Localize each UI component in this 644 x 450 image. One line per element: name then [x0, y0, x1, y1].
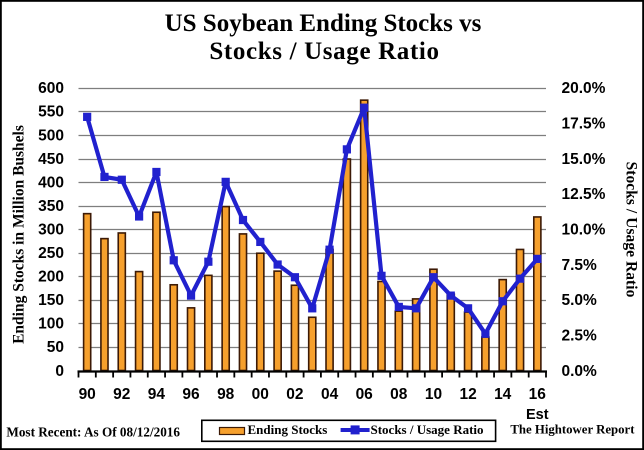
- svg-text:92: 92: [113, 386, 130, 403]
- svg-text:12.5%: 12.5%: [562, 186, 606, 203]
- svg-text:Est: Est: [526, 407, 549, 423]
- svg-text:The Hightower Report: The Hightower Report: [510, 423, 635, 437]
- svg-text:100: 100: [38, 316, 64, 333]
- svg-text:Most Recent: As Of 08/12/2016: Most Recent: As Of 08/12/2016: [6, 425, 180, 440]
- svg-text:350: 350: [38, 198, 64, 215]
- svg-text:550: 550: [38, 104, 64, 121]
- svg-text:US Soybean Ending Stocks vs: US Soybean Ending Stocks vs: [165, 10, 482, 37]
- svg-text:00: 00: [252, 386, 269, 403]
- svg-text:Stocks / Usage Ratio: Stocks / Usage Ratio: [371, 422, 484, 437]
- svg-text:10: 10: [425, 386, 442, 403]
- svg-text:150: 150: [38, 292, 64, 309]
- svg-text:12: 12: [459, 386, 476, 403]
- svg-text:Ending Stocks: Ending Stocks: [248, 422, 328, 437]
- svg-text:500: 500: [38, 127, 64, 144]
- svg-text:06: 06: [356, 386, 374, 403]
- svg-text:2.5%: 2.5%: [562, 328, 598, 345]
- svg-text:14: 14: [494, 386, 512, 403]
- svg-text:450: 450: [38, 151, 64, 168]
- svg-text:96: 96: [182, 386, 200, 403]
- svg-text:20.0%: 20.0%: [562, 80, 606, 97]
- svg-text:250: 250: [38, 245, 64, 262]
- svg-text:200: 200: [38, 269, 64, 286]
- svg-text:5.0%: 5.0%: [562, 292, 598, 309]
- svg-text:400: 400: [38, 174, 64, 191]
- svg-text:600: 600: [38, 80, 64, 97]
- svg-text:98: 98: [217, 386, 235, 403]
- svg-text:Ending Stocks in Million Bushe: Ending Stocks in Million Bushels: [11, 125, 28, 344]
- svg-text:08: 08: [390, 386, 408, 403]
- svg-text:Stocks / Usage Ratio: Stocks / Usage Ratio: [623, 162, 640, 298]
- svg-text:50: 50: [47, 339, 64, 356]
- svg-text:15.0%: 15.0%: [562, 151, 606, 168]
- svg-text:04: 04: [321, 386, 339, 403]
- svg-text:02: 02: [286, 386, 303, 403]
- svg-text:94: 94: [148, 386, 166, 403]
- svg-text:0: 0: [55, 363, 64, 380]
- svg-text:17.5%: 17.5%: [562, 116, 606, 133]
- svg-text:7.5%: 7.5%: [562, 257, 598, 274]
- svg-text:300: 300: [38, 222, 64, 239]
- svg-text:90: 90: [79, 386, 96, 403]
- svg-text:16: 16: [529, 386, 547, 403]
- svg-text:0.0%: 0.0%: [562, 363, 598, 380]
- svg-text:Stocks / Usage Ratio: Stocks / Usage Ratio: [209, 38, 439, 65]
- svg-text:10.0%: 10.0%: [562, 222, 606, 239]
